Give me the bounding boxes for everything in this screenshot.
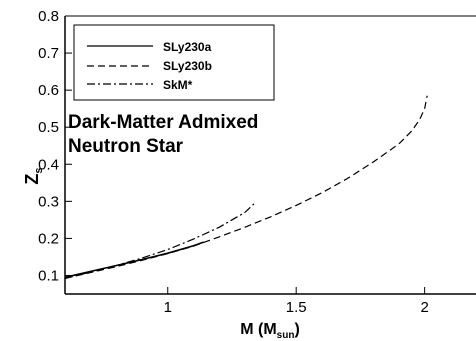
y-tick-label: 0.7 [38,45,59,62]
legend: SLy230a SLy230b SkM* [73,24,275,101]
x-tick-label: 1.5 [286,299,307,316]
y-tick-label: 0.3 [38,193,59,210]
x-axis-label-main: M (M [240,321,276,338]
y-axis-label-main: Z [22,174,42,185]
tick-layer: 1 1.5 2 0.1 0.2 0.3 0.4 0.5 0.6 0.7 0.8 [38,8,429,316]
chart-annotation-line-1: Dark-Matter Admixed [68,112,258,133]
legend-box [73,24,275,101]
y-tick-label: 0.5 [38,119,59,136]
y-tick-label: 0.8 [38,8,59,25]
y-axis-label-sub: s [33,167,45,173]
x-tick-label: 1 [164,299,172,316]
legend-label-sly230b: SLy230b [163,59,212,73]
legend-label-sly230a: SLy230a [163,40,212,54]
y-tick-label: 0.4 [38,156,59,173]
x-axis-label-sub: sun [277,330,295,341]
y-axis-label: Zs [22,167,45,184]
y-tick-label: 0.2 [38,230,59,247]
x-axis-label: M (Msun) [240,321,300,341]
series-line-skm [64,202,256,279]
x-tick-label: 2 [420,299,428,316]
y-tick-label: 0.6 [38,82,59,99]
chart-annotation-line-2: Neutron Star [68,136,184,157]
series-layer [64,95,428,279]
y-tick-label: 0.1 [38,267,59,284]
legend-label-skm: SkM* [163,78,193,92]
x-axis-label-tail: ) [294,321,299,338]
